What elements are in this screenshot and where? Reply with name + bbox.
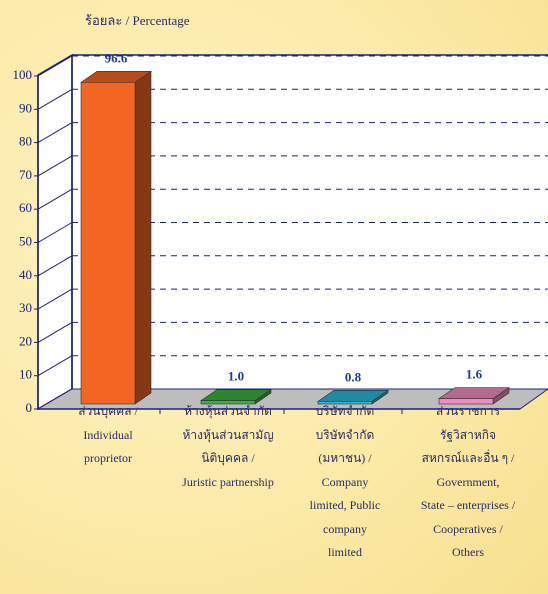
back-wall bbox=[72, 55, 548, 389]
y-tick-label: 90 bbox=[19, 100, 32, 115]
grid-line bbox=[37, 222, 73, 243]
grid-line bbox=[37, 88, 73, 110]
grid-line bbox=[37, 355, 73, 377]
bar bbox=[200, 400, 256, 405]
grid-line bbox=[37, 55, 73, 77]
grid-line bbox=[37, 288, 73, 310]
x-tick-label: ส่วนราชการ รัฐวิสาหกิจ สหกรณ์และอื่น ๆ /… bbox=[420, 404, 516, 559]
value-label: 0.8 bbox=[345, 369, 362, 384]
y-tick-label: 70 bbox=[19, 167, 32, 182]
value-label: 1.6 bbox=[466, 367, 483, 382]
value-label: 96.6 bbox=[105, 50, 128, 65]
value-label: 1.0 bbox=[228, 369, 244, 384]
grid-line bbox=[37, 188, 73, 210]
x-tick-label: ห้างหุ้นส่วนจำกัด ห้างหุ้นส่วนสามัญ นิติ… bbox=[182, 404, 274, 489]
grid-line bbox=[37, 122, 73, 144]
x-tick-label: ส่วนบุคคล / Individual proprietor bbox=[78, 404, 138, 465]
y-tick-label: 30 bbox=[19, 300, 32, 315]
y-tick-label: 80 bbox=[19, 134, 32, 149]
bar bbox=[317, 401, 373, 405]
grid-line bbox=[37, 255, 73, 277]
y-tick-label: 50 bbox=[19, 233, 32, 248]
y-tick-label: 40 bbox=[19, 267, 32, 282]
y-tick-label: 20 bbox=[19, 333, 32, 348]
y-tick-label: 10 bbox=[19, 367, 32, 382]
bar-side bbox=[134, 70, 152, 405]
y-tick-label: 100 bbox=[13, 67, 33, 82]
grid-line bbox=[37, 155, 73, 177]
bar bbox=[438, 398, 494, 405]
grid-line bbox=[37, 321, 73, 343]
bar bbox=[80, 82, 136, 405]
x-tick-label: บริษัทจำกัด บริษัทจำกัด (มหาชน) / Compan… bbox=[309, 404, 381, 559]
chart-title: ร้อยละ / Percentage bbox=[85, 13, 190, 28]
y-tick-label: 0 bbox=[26, 400, 33, 415]
y-tick-label: 60 bbox=[19, 200, 32, 215]
